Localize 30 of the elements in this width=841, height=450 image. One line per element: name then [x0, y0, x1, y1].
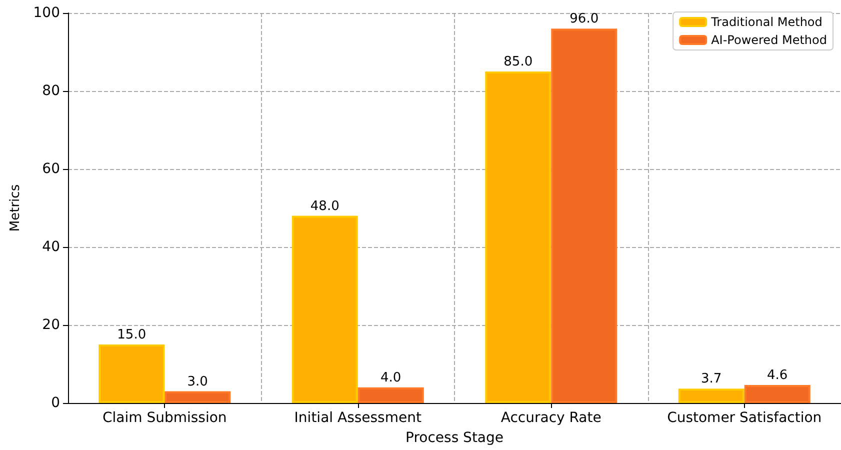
- data-label: 48.0: [310, 198, 340, 214]
- bar: [485, 72, 552, 403]
- y-tick-label: 60: [42, 161, 60, 177]
- x-tick-label: Accuracy Rate: [500, 410, 602, 426]
- bar: [98, 344, 165, 403]
- data-label: 15.0: [117, 328, 146, 342]
- x-tick-label: Customer Satisfaction: [667, 410, 822, 426]
- y-axis-title: Metrics: [8, 184, 23, 232]
- bar: [164, 391, 231, 403]
- data-label: 3.0: [187, 374, 208, 390]
- bar: [551, 28, 618, 403]
- bar: [678, 388, 744, 403]
- x-axis-title: Process Stage: [405, 430, 504, 446]
- x-tick-label: Initial Assessment: [294, 410, 422, 426]
- legend-label: AI-Powered Method: [711, 33, 828, 47]
- data-label: 96.0: [570, 12, 599, 27]
- y-tick-label: 0: [51, 395, 60, 411]
- x-tick-label: Claim Submission: [102, 410, 227, 426]
- bar: [744, 385, 810, 403]
- bar: [358, 387, 424, 403]
- y-tick-label: 80: [42, 83, 60, 99]
- bar: [292, 216, 358, 403]
- data-label: 4.6: [767, 368, 788, 384]
- data-label: 4.0: [380, 370, 402, 386]
- data-label: 3.7: [701, 372, 722, 387]
- y-tick-label: 100: [33, 5, 60, 21]
- y-tick-label: 20: [42, 317, 60, 333]
- legend-label: Traditional Method: [710, 15, 822, 29]
- data-label: 85.0: [504, 54, 533, 70]
- y-tick-label: 40: [42, 239, 60, 255]
